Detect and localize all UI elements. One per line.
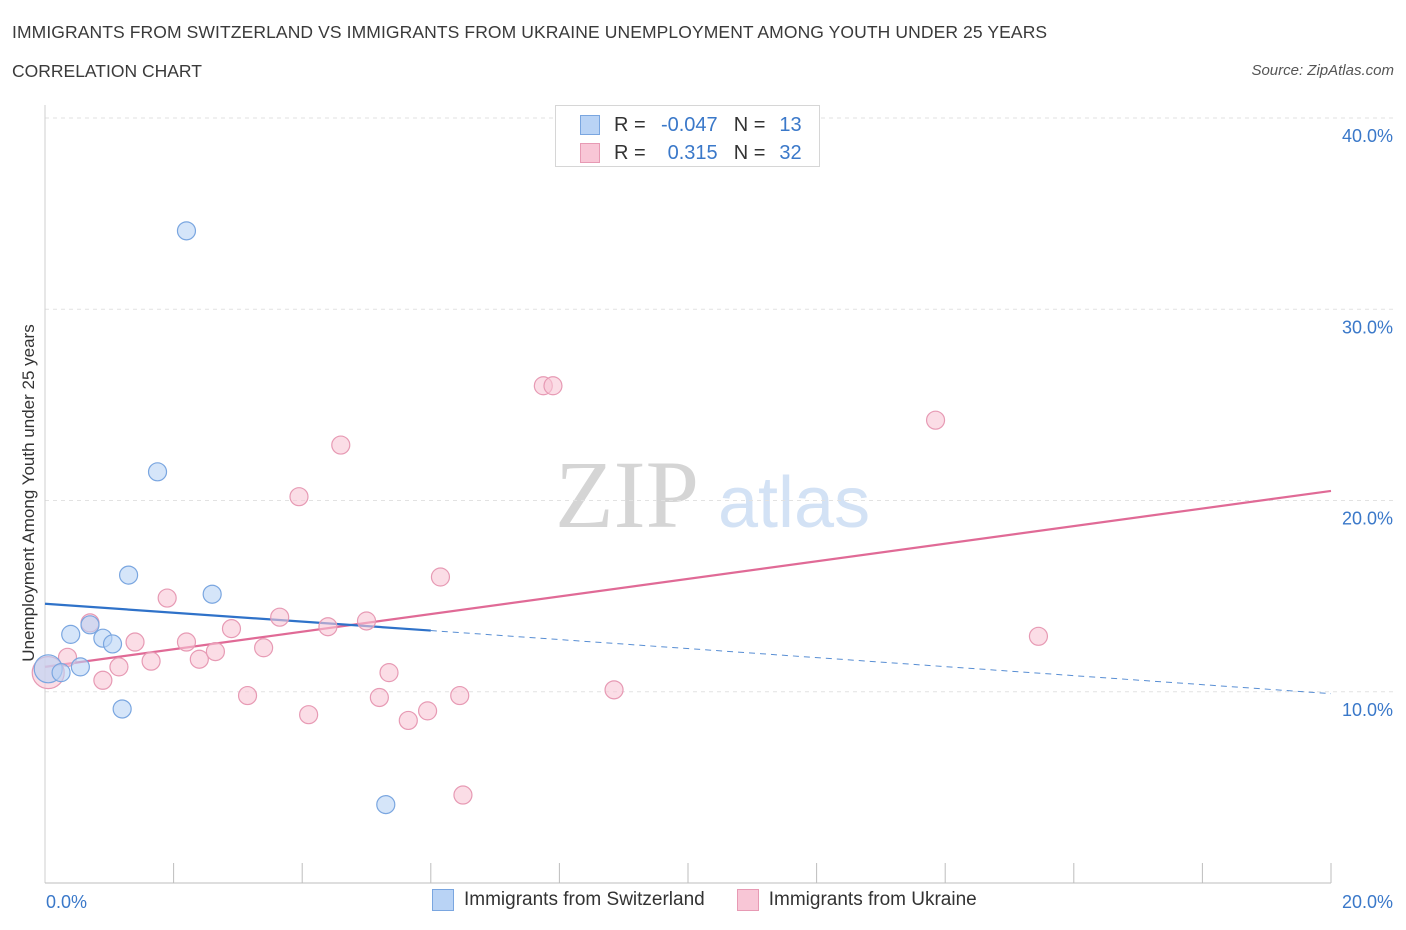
- point-switzerland: [176, 221, 197, 241]
- point-ukraine: [543, 376, 563, 396]
- point-switzerland: [202, 584, 222, 604]
- watermark-atlas: atlas: [718, 463, 870, 543]
- x-tick-label-min: 0.0%: [46, 892, 87, 912]
- point-switzerland: [376, 794, 396, 815]
- point-ukraine: [221, 619, 242, 639]
- point-ukraine: [417, 701, 438, 721]
- chart-title: IMMIGRANTS FROM SWITZERLAND VS IMMIGRANT…: [12, 22, 1048, 42]
- legend-item-switzerland[interactable]: Immigrants from Switzerland: [432, 889, 705, 911]
- point-ukraine: [379, 663, 399, 683]
- point-ukraine: [109, 657, 129, 677]
- legend-item-ukraine[interactable]: Immigrants from Ukraine: [736, 889, 977, 911]
- point-ukraine: [189, 649, 209, 669]
- point-ukraine: [430, 567, 451, 587]
- gridlines: [45, 117, 1395, 693]
- tick-labels: 10.0% 20.0% 30.0% 40.0% 0.0% 20.0%: [46, 126, 1393, 912]
- data-points: [31, 221, 1049, 815]
- chart-subtitle: CORRELATION CHART: [12, 61, 202, 81]
- stats-legend: R = -0.047 N = 13 R = 0.315 N = 32: [555, 105, 820, 167]
- point-ukraine: [157, 588, 177, 608]
- point-ukraine: [369, 687, 389, 708]
- r-label: R =: [614, 113, 646, 136]
- r-label: R =: [614, 141, 646, 164]
- point-ukraine: [925, 410, 946, 430]
- legend-label-ukraine: Immigrants from Ukraine: [768, 889, 977, 910]
- point-ukraine: [331, 435, 351, 455]
- point-switzerland: [147, 462, 168, 482]
- point-ukraine: [141, 651, 161, 671]
- n-label: N =: [733, 141, 766, 164]
- n-value: 32: [779, 141, 802, 164]
- ukraine-swatch: [580, 143, 600, 163]
- x-tick-label-max: 20.0%: [1342, 892, 1393, 912]
- point-switzerland: [118, 565, 139, 585]
- y-tick-label: 10.0%: [1342, 700, 1393, 720]
- n-value: 13: [779, 113, 802, 136]
- point-switzerland: [70, 657, 90, 677]
- point-switzerland: [51, 663, 71, 683]
- point-ukraine: [356, 611, 377, 631]
- watermark: ZIP atlas: [555, 441, 870, 548]
- ukraine-swatch: [736, 889, 759, 911]
- point-switzerland: [61, 624, 81, 644]
- point-ukraine: [205, 641, 225, 662]
- point-switzerland: [102, 634, 123, 654]
- point-ukraine: [318, 617, 338, 637]
- trend-line-ukraine: [44, 489, 1332, 668]
- point-ukraine: [299, 705, 319, 725]
- point-ukraine: [604, 680, 624, 700]
- point-ukraine: [254, 638, 274, 658]
- trend-line-switzerland-extension: [430, 630, 1332, 695]
- point-ukraine: [93, 670, 113, 690]
- stats-row-switzerland: R = -0.047 N = 13: [580, 114, 802, 136]
- stats-row-ukraine: R = 0.315 N = 32: [580, 142, 802, 164]
- point-ukraine: [453, 785, 473, 805]
- r-value: -0.047: [660, 113, 718, 136]
- point-switzerland: [80, 615, 100, 635]
- legend-label-switzerland: Immigrants from Switzerland: [464, 889, 705, 910]
- switzerland-swatch: [432, 889, 454, 911]
- point-switzerland: [112, 699, 132, 719]
- r-value: 0.315: [667, 141, 718, 164]
- n-label: N =: [733, 113, 766, 136]
- source-label: Source: ZipAtlas.com: [1251, 62, 1394, 79]
- point-ukraine: [237, 685, 258, 706]
- series-legend: Immigrants from Switzerland Immigrants f…: [432, 889, 1009, 911]
- y-tick-label: 30.0%: [1342, 317, 1393, 337]
- point-ukraine: [450, 685, 470, 706]
- watermark-zip: ZIP: [555, 441, 699, 548]
- point-ukraine: [1028, 626, 1049, 646]
- point-ukraine: [270, 607, 290, 627]
- point-ukraine: [398, 710, 418, 731]
- y-tick-label: 20.0%: [1342, 509, 1393, 529]
- switzerland-swatch: [580, 115, 600, 135]
- axes: [44, 105, 1332, 884]
- y-tick-label: 40.0%: [1342, 126, 1393, 146]
- point-ukraine: [176, 632, 197, 652]
- y-axis-label: Unemployment Among Youth under 25 years: [19, 324, 38, 661]
- point-ukraine: [289, 487, 309, 507]
- point-ukraine: [125, 632, 145, 652]
